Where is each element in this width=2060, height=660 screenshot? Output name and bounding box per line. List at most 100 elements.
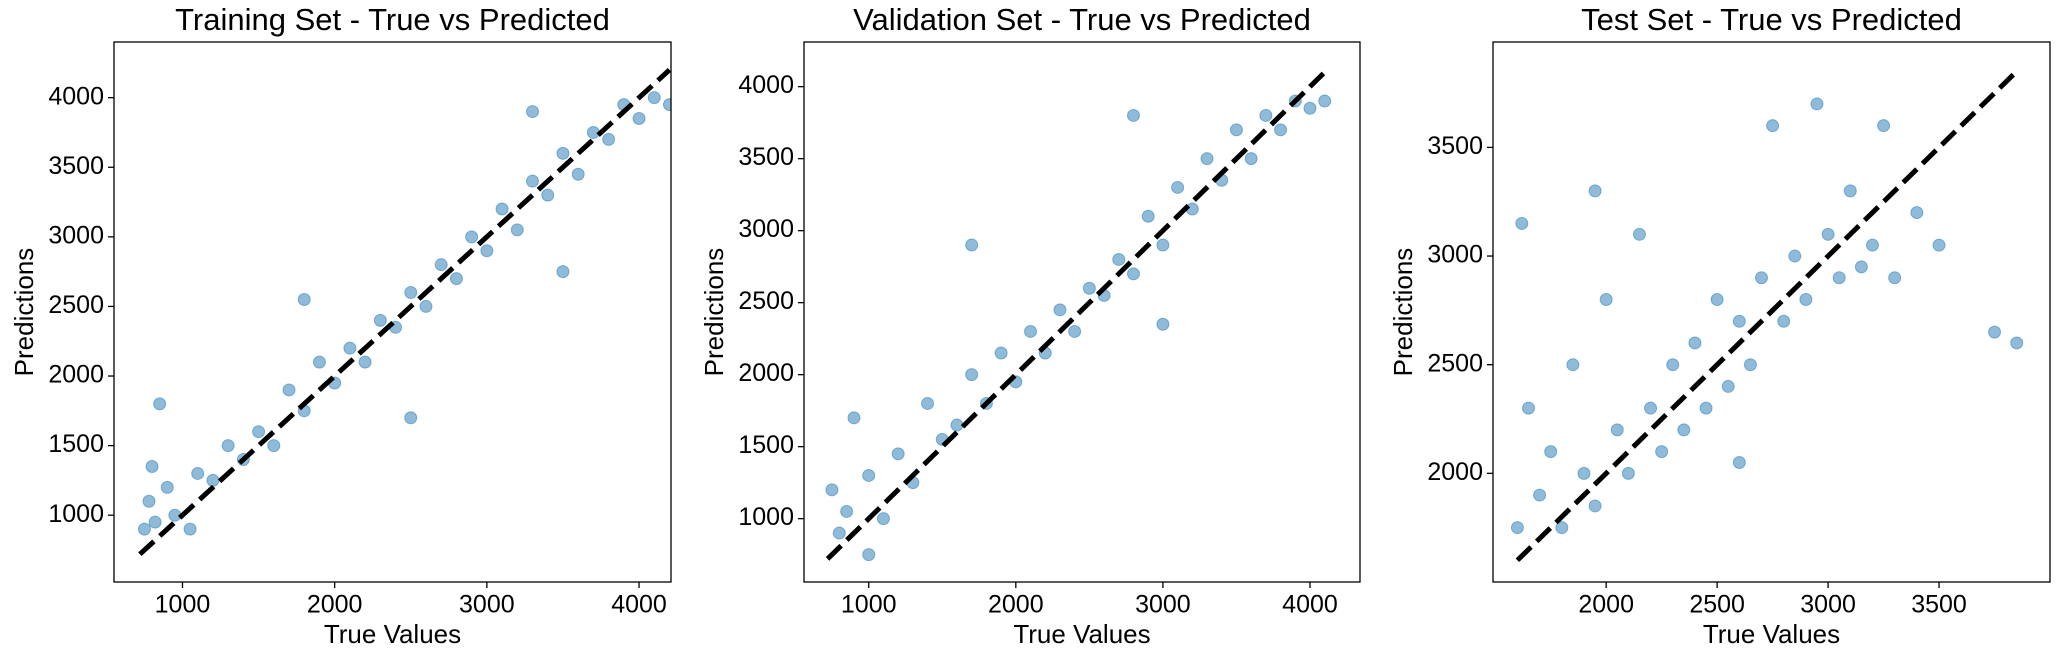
point: [632, 112, 646, 126]
point: [312, 355, 326, 369]
point: [404, 411, 418, 425]
point: [1732, 455, 1746, 469]
point: [526, 174, 540, 188]
point: [1533, 488, 1547, 502]
point: [1766, 119, 1780, 133]
point: [1024, 324, 1038, 338]
point: [495, 202, 509, 216]
chart-panel: 1000 2000 3000 4000 1000 1500 2000 2500 3000 3500…: [699, 2, 1361, 649]
reference-line: [825, 70, 1327, 561]
point: [1888, 271, 1902, 285]
point: [1988, 325, 2002, 339]
point: [571, 167, 585, 181]
point: [142, 494, 156, 508]
point: [965, 238, 979, 252]
reference-line: [1515, 67, 2021, 563]
point: [1743, 358, 1757, 372]
point: [862, 468, 876, 482]
point: [1821, 227, 1835, 241]
x-tick-label: 2000: [1578, 591, 1634, 619]
point: [183, 522, 197, 536]
x-axis-label: True Values: [1013, 619, 1150, 649]
point: [994, 346, 1008, 360]
point: [2010, 336, 2024, 350]
point: [137, 522, 151, 536]
chart-title: Training Set - True vs Predicted: [175, 2, 610, 37]
point: [1126, 267, 1140, 281]
y-tick-label: 3500: [1427, 132, 1483, 160]
point: [358, 355, 372, 369]
axes-frame: [113, 41, 672, 583]
x-tick-label: 2000: [307, 591, 363, 619]
y-tick-label: 4000: [738, 71, 794, 99]
point: [1799, 293, 1813, 307]
point: [1126, 108, 1140, 122]
y-tick-label: 2500: [1427, 349, 1483, 377]
point: [1644, 401, 1658, 415]
axes-frame: [803, 41, 1361, 583]
point: [1274, 123, 1288, 137]
point: [1200, 152, 1214, 166]
x-tick-label: 1000: [155, 591, 211, 619]
point: [252, 425, 266, 439]
x-tick-label: 4000: [1282, 591, 1338, 619]
y-tick-label: 1500: [738, 431, 794, 459]
point: [1832, 271, 1846, 285]
point: [1677, 423, 1691, 437]
x-tick-label: 3500: [1911, 591, 1967, 619]
point: [1068, 324, 1082, 338]
point: [891, 447, 905, 461]
point: [1171, 180, 1185, 194]
point: [1156, 238, 1170, 252]
y-tick-label: 3000: [1427, 241, 1483, 269]
point: [1710, 293, 1724, 307]
point: [1854, 260, 1868, 274]
point: [862, 548, 876, 562]
point: [556, 146, 570, 160]
point: [153, 397, 167, 411]
y-tick-label: 1000: [738, 503, 794, 531]
y-axis-label: Predictions: [9, 248, 39, 377]
point: [921, 396, 935, 410]
point: [1610, 423, 1624, 437]
point: [1732, 314, 1746, 328]
point: [1788, 249, 1802, 263]
point: [1510, 521, 1524, 535]
point: [1053, 303, 1067, 317]
point: [191, 466, 205, 480]
point: [965, 368, 979, 382]
plot-area: [137, 67, 671, 557]
point: [148, 515, 162, 529]
y-tick-label: 1500: [48, 430, 104, 458]
point: [1244, 152, 1258, 166]
x-tick-label: 3000: [1800, 591, 1856, 619]
point: [221, 439, 235, 453]
point: [662, 98, 671, 112]
chart-panel: 2000 2500 3000 3500 2000 2500 3000 3500 Test Set…: [1388, 2, 2051, 649]
point: [1621, 466, 1635, 480]
x-tick-label: 3000: [459, 591, 515, 619]
point: [1865, 238, 1879, 252]
chart-title: Validation Set - True vs Predicted: [853, 2, 1311, 37]
point: [419, 299, 433, 313]
point: [1632, 227, 1646, 241]
point: [526, 105, 540, 119]
point: [1259, 108, 1273, 122]
point: [1141, 209, 1155, 223]
y-tick-label: 2000: [738, 359, 794, 387]
point: [840, 504, 854, 518]
point: [465, 230, 479, 244]
y-tick-label: 4000: [48, 82, 104, 110]
point: [1932, 238, 1946, 252]
y-tick-label: 2500: [738, 287, 794, 315]
point: [1877, 119, 1891, 133]
point: [404, 286, 418, 300]
reference-line: [138, 67, 671, 557]
point: [1555, 521, 1569, 535]
point: [541, 188, 555, 202]
point: [1577, 466, 1591, 480]
y-tick-label: 3500: [48, 152, 104, 180]
point: [1156, 317, 1170, 331]
